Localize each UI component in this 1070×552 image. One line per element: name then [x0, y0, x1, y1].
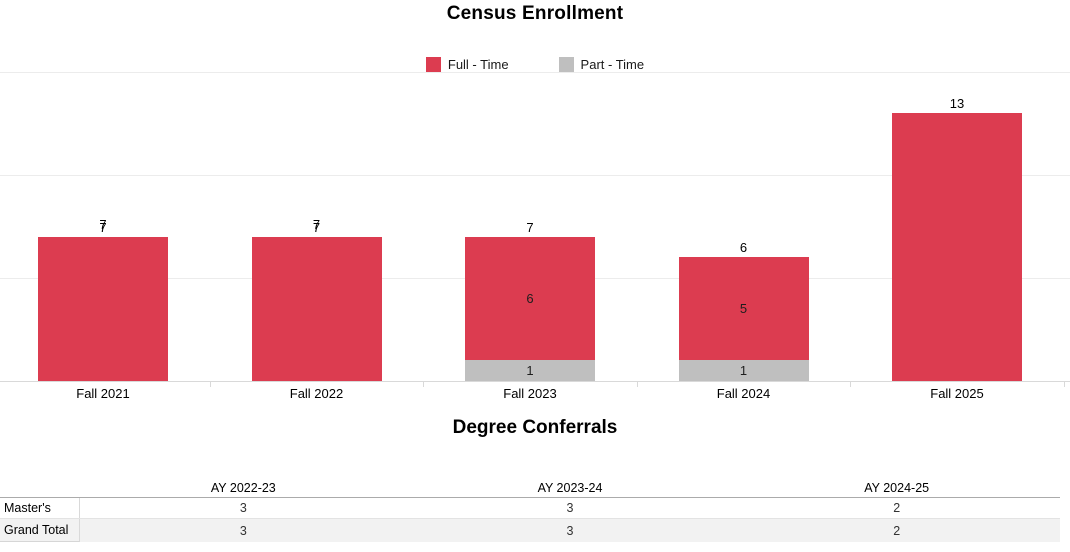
legend-label-part-time: Part - Time [580, 56, 645, 72]
cell-grand-total-ay-2023-24: 3 [566, 523, 574, 538]
category-tick [209, 382, 211, 387]
segment-value-label-part-time: 1 [739, 362, 748, 378]
cell-masters-ay-2023-24: 3 [566, 501, 574, 515]
degree-conferrals-table: AY 2022-23 AY 2023-24 AY 2024-25 Master'… [0, 480, 1060, 542]
chart-legend: Full - Time Part - Time [0, 55, 1070, 73]
category-tick [850, 382, 852, 387]
table-header-row: AY 2022-23 AY 2023-24 AY 2024-25 [0, 480, 1060, 498]
bar-full-time-segment[interactable] [892, 113, 1022, 381]
bar-total-value-ghost: 7 [312, 216, 321, 232]
col-header-ay-2024-25: AY 2024-25 [864, 481, 930, 495]
gridline-10 [0, 175, 1070, 176]
category-tick [423, 382, 425, 387]
row-label-grand-total: Grand Total [0, 519, 80, 542]
bar-total-value: 7 [526, 219, 534, 235]
table-row-grand-total: Grand Total 3 3 2 [0, 519, 1060, 542]
bar-total-label: 13 [917, 96, 997, 111]
x-axis-label: Fall 2025 [930, 386, 984, 401]
x-axis-label: Fall 2023 [503, 386, 557, 401]
legend-swatch-full-time [425, 56, 441, 72]
x-axis-label: Fall 2022 [289, 386, 344, 401]
chart-title: Census Enrollment [446, 3, 624, 24]
bar-total-label: 7 [490, 220, 570, 235]
bar-total-value: 13 [949, 96, 965, 112]
x-axis-line [0, 381, 1070, 382]
plot-area: 7 7 Fall 2021 7 7 Fall 2022 7 6 1 Fall 2023 6 5 1 Fal… [0, 72, 1070, 401]
col-header-ay-2022-23: AY 2022-23 [210, 481, 276, 495]
bar-total-label: 6 [704, 240, 784, 255]
category-tick [1063, 382, 1065, 387]
table-title: Degree Conferrals [452, 417, 618, 438]
category-tick [636, 382, 638, 387]
bar-part-time-segment[interactable] [465, 360, 595, 381]
cell-grand-total-ay-2024-25: 2 [893, 523, 901, 538]
segment-value-label-full-time: 6 [526, 290, 534, 306]
table-row-masters: Master's 3 3 2 [0, 498, 1060, 519]
cell-masters-ay-2022-23: 3 [239, 501, 247, 515]
legend-swatch-part-time [558, 56, 574, 72]
segment-value-label-full-time: 5 [739, 300, 748, 316]
bar-full-time-segment[interactable] [678, 257, 809, 361]
legend-item-part-time[interactable]: Part - Time [558, 56, 645, 72]
bar-total-value-ghost: 7 [99, 216, 107, 232]
bar-part-time-segment[interactable] [678, 360, 809, 381]
cell-masters-ay-2024-25: 2 [893, 501, 901, 515]
bar-full-time-segment[interactable] [465, 236, 595, 361]
x-axis-label: Fall 2021 [76, 386, 130, 401]
legend-label-full-time: Full - Time [447, 56, 509, 72]
legend-item-full-time[interactable]: Full - Time [425, 56, 509, 72]
col-header-ay-2023-24: AY 2023-24 [537, 481, 603, 495]
gridline-15 [0, 72, 1070, 73]
x-axis-label: Fall 2024 [716, 386, 771, 401]
bar-full-time-segment[interactable] [38, 236, 168, 381]
row-label-masters: Master's [0, 498, 80, 518]
cell-grand-total-ay-2022-23: 3 [239, 523, 247, 538]
segment-value-label-part-time: 1 [526, 362, 534, 378]
bar-total-value: 6 [739, 240, 748, 256]
bar-full-time-segment[interactable] [251, 236, 382, 381]
